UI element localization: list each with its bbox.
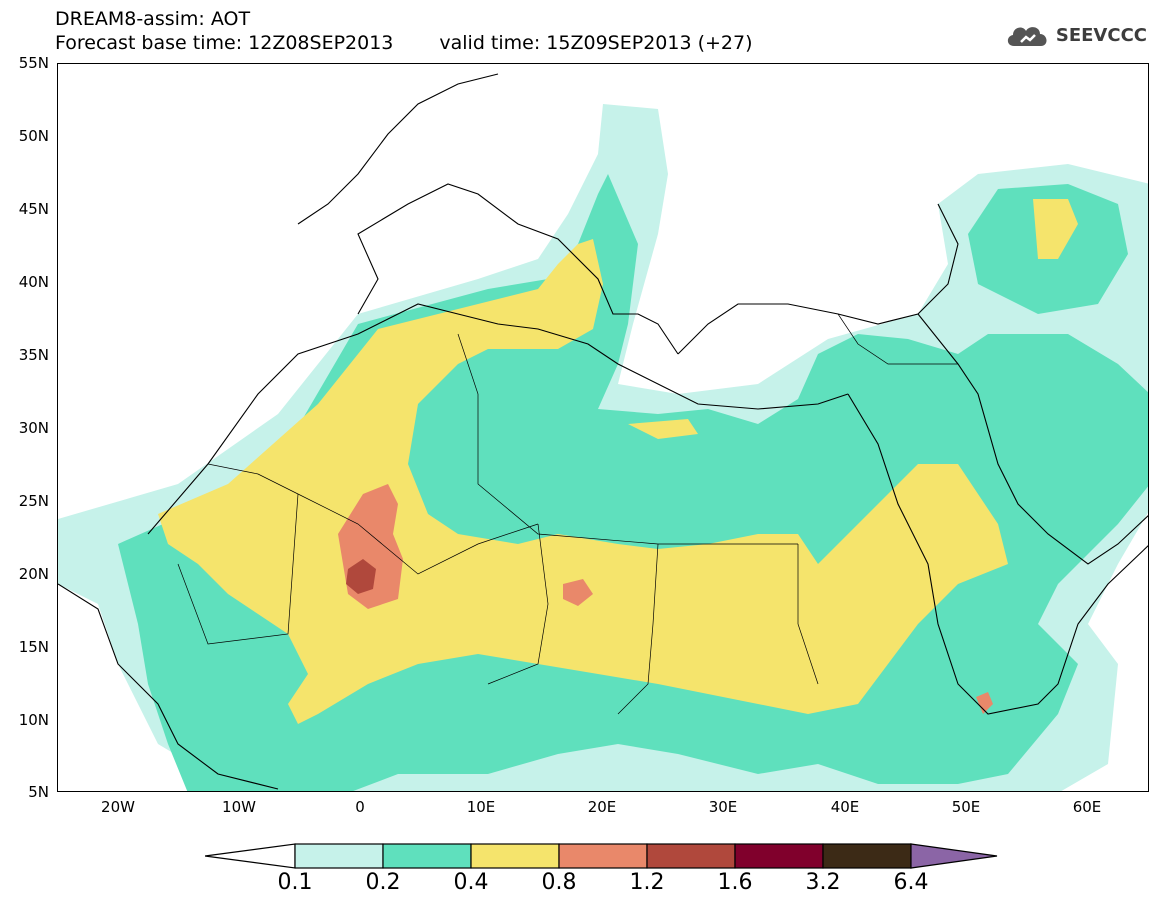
coastlines xyxy=(58,73,1148,790)
colorbar-label: 0.1 xyxy=(277,870,313,895)
colorbar-segment xyxy=(470,843,560,869)
valid-time: valid time: 15Z09SEP2013 (+27) xyxy=(439,32,753,54)
lon-label: 20W xyxy=(101,798,135,816)
colorbar-label: 1.6 xyxy=(717,870,753,895)
colorbar-label: 1.2 xyxy=(629,870,665,895)
lat-label: 10N xyxy=(18,711,49,729)
map-subtitle: Forecast base time: 12Z08SEP2013 valid ti… xyxy=(55,32,753,54)
map-panel xyxy=(57,63,1149,792)
lon-label: 10W xyxy=(222,798,256,816)
colorbar-segment xyxy=(558,843,648,869)
aot-map xyxy=(58,73,1148,791)
lat-label: 30N xyxy=(18,419,49,437)
lat-label: 50N xyxy=(18,127,49,145)
country-borders xyxy=(177,313,958,715)
colorbar-segment xyxy=(822,843,912,869)
lat-label: 20N xyxy=(18,565,49,583)
lat-label: 45N xyxy=(18,200,49,218)
forecast-base-time: Forecast base time: 12Z08SEP2013 xyxy=(55,32,394,54)
colorbar-label: 0.4 xyxy=(453,870,489,895)
colorbar-segment xyxy=(646,843,736,869)
lat-label: 5N xyxy=(28,783,49,801)
colorbar-segment xyxy=(910,843,998,869)
lon-label: 10E xyxy=(466,798,496,816)
lon-label: 40E xyxy=(830,798,860,816)
lon-label: 0 xyxy=(355,798,365,816)
lon-label: 60E xyxy=(1072,798,1102,816)
colorbar-segment xyxy=(205,843,296,869)
lon-label: 30E xyxy=(708,798,738,816)
lat-label: 25N xyxy=(18,492,49,510)
map-title: DREAM8-assim: AOT xyxy=(55,8,251,30)
cloud-icon xyxy=(1007,27,1047,46)
seevccc-logo: SEEVCCC xyxy=(1004,20,1147,50)
colorbar-segment xyxy=(382,843,472,869)
lon-label: 20E xyxy=(587,798,617,816)
colorbar xyxy=(205,843,998,869)
contour-1-2 xyxy=(346,559,376,594)
lat-label: 40N xyxy=(18,273,49,291)
lon-label: 50E xyxy=(951,798,981,816)
colorbar-segment xyxy=(294,843,384,869)
colorbar-label: 6.4 xyxy=(893,870,929,895)
colorbar-label: 3.2 xyxy=(805,870,841,895)
logo-text: SEEVCCC xyxy=(1055,24,1147,46)
colorbar-segment xyxy=(734,843,824,869)
lat-label: 15N xyxy=(18,638,49,656)
lat-label: 55N xyxy=(18,54,49,72)
lat-label: 35N xyxy=(18,346,49,364)
colorbar-label: 0.8 xyxy=(541,870,577,895)
colorbar-label: 0.2 xyxy=(365,870,401,895)
